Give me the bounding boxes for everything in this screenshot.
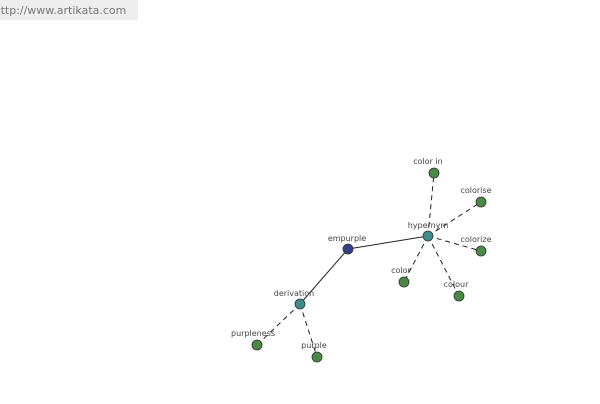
node — [475, 196, 487, 208]
node-label: color — [391, 266, 411, 275]
url-box — [0, 0, 138, 20]
node-label: hypernym — [408, 221, 449, 230]
edge — [427, 172, 435, 237]
node — [475, 245, 487, 257]
node-label: color in — [413, 157, 443, 166]
node-label: purple — [301, 341, 327, 350]
edge — [347, 235, 429, 250]
node — [342, 243, 354, 255]
node-label: colorise — [460, 186, 491, 195]
edge — [299, 303, 318, 358]
node — [398, 276, 410, 288]
node — [453, 290, 465, 302]
node-label: derivation — [274, 289, 314, 298]
node — [422, 230, 434, 242]
node-label: colorize — [460, 235, 491, 244]
url: http://www.artikata.com — [0, 4, 126, 17]
edge — [427, 235, 460, 297]
edge — [403, 235, 429, 283]
node-label: colour — [444, 280, 469, 289]
node — [294, 298, 306, 310]
edge — [427, 235, 482, 252]
node-label: empurple — [328, 234, 366, 243]
node — [311, 351, 323, 363]
edge — [299, 248, 349, 305]
node-label: purpleness — [231, 329, 275, 338]
node — [428, 167, 440, 179]
edge — [256, 303, 301, 346]
edge — [427, 201, 482, 237]
node — [251, 339, 263, 351]
